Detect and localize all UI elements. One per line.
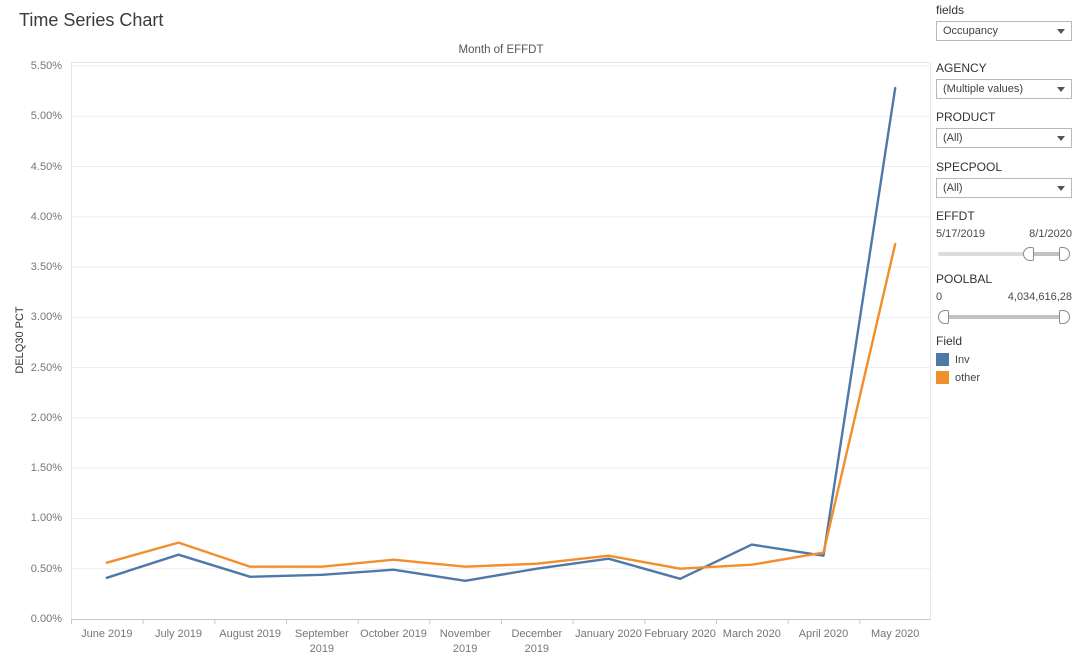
slider-handle-right[interactable]	[1059, 310, 1070, 324]
y-tick-label: 0.50%	[30, 562, 62, 575]
specpool-dropdown[interactable]: (All)	[936, 178, 1072, 198]
y-tick-label: 2.00%	[30, 411, 62, 424]
series-line-other[interactable]	[105, 242, 897, 570]
x-tick-label: July 2019	[154, 628, 203, 640]
effdt-range-slider[interactable]	[936, 246, 1072, 262]
y-tick-label: 5.50%	[30, 60, 62, 72]
plot-area	[71, 62, 931, 624]
legend-item-other[interactable]: other	[936, 371, 1072, 384]
x-tick-label: December 2019	[511, 628, 563, 655]
y-tick-label: 4.50%	[30, 160, 62, 173]
slider-max-label: 8/1/2020	[1029, 228, 1072, 240]
x-tick-label: June 2019	[81, 628, 133, 640]
filter-sidebar: fields Occupancy AGENCY (Multiple values…	[936, 0, 1072, 664]
filter-specpool: SPECPOOL (All)	[936, 160, 1072, 198]
series-line-inv[interactable]	[105, 86, 897, 582]
caret-down-icon	[1057, 135, 1065, 141]
slider-min-label: 0	[936, 291, 943, 303]
x-tick-label: September 2019	[294, 628, 349, 655]
x-tick-label: April 2020	[798, 628, 849, 640]
caret-down-icon	[1057, 185, 1065, 191]
filter-poolbal: POOLBAL 0 4,034,616,28	[936, 272, 1072, 325]
x-tick-label: January 2020	[575, 628, 642, 640]
slider-min-label: 5/17/2019	[936, 228, 985, 240]
filter-agency: AGENCY (Multiple values)	[936, 61, 1072, 99]
y-tick-label: 1.00%	[30, 512, 62, 525]
legend-title: Field	[936, 334, 963, 348]
slider-selected-range	[943, 315, 1064, 319]
y-tick-label: 0.00%	[30, 613, 62, 625]
agency-dropdown[interactable]: (Multiple values)	[936, 79, 1072, 99]
legend-swatch-other	[936, 371, 949, 384]
poolbal-range-slider[interactable]	[936, 309, 1072, 325]
filter-product: PRODUCT (All)	[936, 110, 1072, 148]
filter-label: EFFDT	[936, 209, 975, 223]
x-tick-label: August 2019	[219, 628, 282, 640]
y-tick-label: 2.50%	[30, 361, 62, 374]
x-tick-label: March 2020	[722, 628, 781, 640]
slider-handle-left[interactable]	[938, 310, 949, 324]
y-tick-label: 1.50%	[30, 462, 62, 475]
legend-label: other	[955, 371, 981, 384]
filter-fields: fields Occupancy	[936, 3, 1072, 41]
caret-down-icon	[1057, 28, 1065, 34]
x-tick-label: October 2019	[360, 628, 427, 640]
slider-max-label: 4,034,616,28	[1007, 291, 1072, 303]
filter-label: POOLBAL	[936, 272, 993, 286]
dropdown-value: (All)	[943, 182, 963, 194]
y-tick-label: 3.50%	[30, 261, 62, 274]
filter-label: AGENCY	[936, 61, 987, 75]
product-dropdown[interactable]: (All)	[936, 128, 1072, 148]
color-legend: Field Inv other	[936, 334, 1072, 384]
y-tick-label: 3.00%	[30, 311, 62, 324]
slider-selected-range	[1027, 252, 1064, 256]
y-tick-label: 5.00%	[30, 110, 62, 123]
filter-effdt: EFFDT 5/17/2019 8/1/2020	[936, 209, 1072, 262]
slider-track[interactable]	[938, 252, 1070, 256]
slider-handle-left[interactable]	[1022, 247, 1034, 261]
x-tick-label: February 2020	[644, 628, 716, 640]
fields-dropdown[interactable]: Occupancy	[936, 21, 1072, 41]
chart-title: Month of EFFDT	[458, 44, 544, 56]
legend-swatch-inv	[936, 353, 949, 366]
filter-label: PRODUCT	[936, 110, 996, 124]
slider-handle-right[interactable]	[1059, 247, 1070, 261]
legend-label: Inv	[955, 353, 970, 366]
dropdown-value: (Multiple values)	[943, 83, 1024, 95]
caret-down-icon	[1057, 86, 1065, 92]
filter-label: SPECPOOL	[936, 160, 1003, 174]
dropdown-value: Occupancy	[943, 25, 999, 37]
page-title: Time Series Chart	[19, 10, 164, 30]
y-tick-label: 4.00%	[30, 210, 62, 223]
dropdown-value: (All)	[943, 132, 963, 144]
x-tick-label: May 2020	[871, 628, 920, 640]
filter-label: fields	[936, 3, 965, 17]
x-tick-label: November 2019	[439, 628, 491, 655]
legend-item-inv[interactable]: Inv	[936, 353, 1072, 366]
